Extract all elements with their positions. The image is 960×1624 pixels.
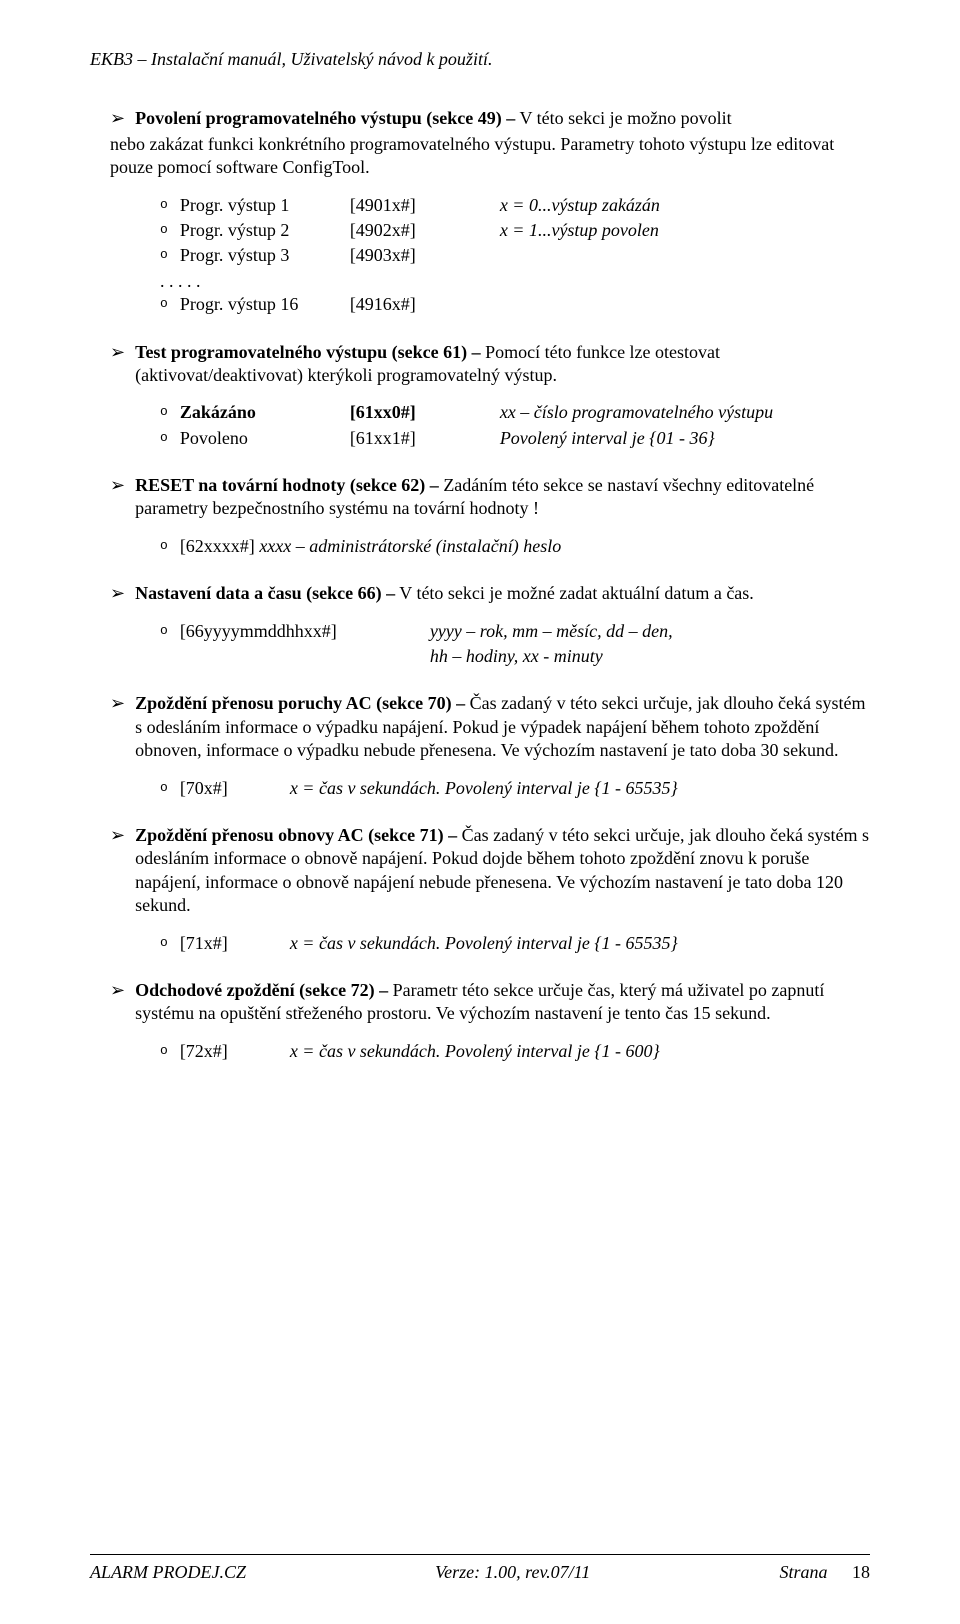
cell: yyyy – rok, mm – měsíc, dd – den, xyxy=(430,620,870,643)
section-body: V této sekci je možno povolit xyxy=(519,108,731,128)
circle-icon: o xyxy=(160,1040,168,1060)
page-footer: ALARM PRODEJ.CZ Verze: 1.00, rev.07/11 S… xyxy=(90,1554,870,1584)
circle-icon: o xyxy=(160,293,168,313)
cell: [70x#] xyxy=(180,777,290,800)
cell: Povoleno xyxy=(180,427,350,450)
circle-icon: o xyxy=(160,777,168,797)
footer-center: Verze: 1.00, rev.07/11 xyxy=(435,1561,590,1584)
section-title: Test programovatelného výstupu (sekce 61… xyxy=(135,342,481,362)
cell: [61xx1#] xyxy=(350,427,500,450)
cell: Povolený interval je {01 - 36} xyxy=(500,427,870,450)
cell: [62xxxx#] xyxy=(180,535,255,558)
cell: xx – číslo programovatelného výstupu xyxy=(500,401,870,424)
section-66: ➢ Nastavení data a času (sekce 66) – V t… xyxy=(90,582,870,668)
section-body: V této sekci je možné zadat aktuální dat… xyxy=(399,583,754,603)
cell: hh – hodiny, xx - minuty xyxy=(430,645,870,668)
cell: xxxx – administrátorské (instalační) hes… xyxy=(259,535,561,558)
document-page: EKB3 – Instalační manuál, Uživatelský ná… xyxy=(0,0,960,1624)
list-item: o Progr. výstup 16 [4916x#] xyxy=(160,293,870,316)
section-71: ➢ Zpoždění přenosu obnovy AC (sekce 71) … xyxy=(90,824,870,955)
page-header: EKB3 – Instalační manuál, Uživatelský ná… xyxy=(90,48,870,71)
sub-list: o Progr. výstup 1 [4901x#] x = 0...výstu… xyxy=(160,194,870,317)
cell: Zakázáno xyxy=(180,401,350,424)
section-title: Odchodové zpoždění (sekce 72) – xyxy=(135,980,388,1000)
sub-list: o [66yyyymmddhhxx#] yyyy – rok, mm – měs… xyxy=(160,620,870,669)
arrow-icon: ➢ xyxy=(110,474,125,497)
arrow-icon: ➢ xyxy=(110,107,125,130)
arrow-icon: ➢ xyxy=(110,341,125,364)
sub-list: o [62xxxx#] xxxx – administrátorské (ins… xyxy=(160,535,870,558)
cell: x = čas v sekundách. Povolený interval j… xyxy=(290,932,870,955)
section-62: ➢ RESET na tovární hodnoty (sekce 62) – … xyxy=(90,474,870,558)
section-title: RESET na tovární hodnoty (sekce 62) – xyxy=(135,475,439,495)
cell: x = čas v sekundách. Povolený interval j… xyxy=(290,777,870,800)
cell: Progr. výstup 1 xyxy=(180,194,350,217)
list-item: o [70x#] x = čas v sekundách. Povolený i… xyxy=(160,777,870,800)
circle-icon: o xyxy=(160,535,168,555)
cell: [66yyyymmddhhxx#] xyxy=(180,620,430,643)
section-title: Povolení programovatelného výstupu (sekc… xyxy=(135,108,515,128)
footer-right-label: Strana xyxy=(779,1562,827,1582)
section-title: Zpoždění přenosu poruchy AC (sekce 70) – xyxy=(135,693,465,713)
cell: [4901x#] xyxy=(350,194,500,217)
sub-list: o [71x#] x = čas v sekundách. Povolený i… xyxy=(160,932,870,955)
circle-icon: o xyxy=(160,401,168,421)
list-item: o hh – hodiny, xx - minuty xyxy=(160,645,870,668)
arrow-icon: ➢ xyxy=(110,979,125,1002)
arrow-icon: ➢ xyxy=(110,824,125,847)
section-title: Zpoždění přenosu obnovy AC (sekce 71) – xyxy=(135,825,457,845)
page-number: 18 xyxy=(852,1562,870,1582)
list-item: o Povoleno [61xx1#] Povolený interval je… xyxy=(160,427,870,450)
list-item: o Zakázáno [61xx0#] xx – číslo programov… xyxy=(160,401,870,424)
cell: Progr. výstup 2 xyxy=(180,219,350,242)
list-item: o [62xxxx#] xxxx – administrátorské (ins… xyxy=(160,535,870,558)
list-item: o Progr. výstup 2 [4902x#] x = 1...výstu… xyxy=(160,219,870,242)
cell: [4902x#] xyxy=(350,219,500,242)
section-title: Nastavení data a času (sekce 66) – xyxy=(135,583,395,603)
list-item: o Progr. výstup 3 [4903x#] xyxy=(160,244,870,267)
footer-left: ALARM PRODEJ.CZ xyxy=(90,1561,246,1584)
section-72: ➢ Odchodové zpoždění (sekce 72) – Parame… xyxy=(90,979,870,1063)
circle-icon: o xyxy=(160,219,168,239)
cell: x = čas v sekundách. Povolený interval j… xyxy=(290,1040,870,1063)
footer-right: Strana 18 xyxy=(779,1561,870,1584)
section-49: ➢ Povolení programovatelného výstupu (se… xyxy=(90,107,870,316)
section-body-cont: nebo zakázat funkci konkrétního programo… xyxy=(110,133,870,180)
arrow-icon: ➢ xyxy=(110,692,125,715)
cell: [71x#] xyxy=(180,932,290,955)
circle-icon: o xyxy=(160,427,168,447)
list-item: o [72x#] x = čas v sekundách. Povolený i… xyxy=(160,1040,870,1063)
list-item: o Progr. výstup 1 [4901x#] x = 0...výstu… xyxy=(160,194,870,217)
list-item: o [66yyyymmddhhxx#] yyyy – rok, mm – měs… xyxy=(160,620,870,643)
cell: Progr. výstup 3 xyxy=(180,244,350,267)
cell: [4916x#] xyxy=(350,293,500,316)
circle-icon: o xyxy=(160,244,168,264)
sub-list: o Zakázáno [61xx0#] xx – číslo programov… xyxy=(160,401,870,450)
section-61: ➢ Test programovatelného výstupu (sekce … xyxy=(90,341,870,451)
section-70: ➢ Zpoždění přenosu poruchy AC (sekce 70)… xyxy=(90,692,870,800)
ellipsis: . . . . . xyxy=(160,270,870,293)
cell: [72x#] xyxy=(180,1040,290,1063)
circle-icon: o xyxy=(160,932,168,952)
cell: x = 1...výstup povolen xyxy=(500,219,870,242)
sub-list: o [72x#] x = čas v sekundách. Povolený i… xyxy=(160,1040,870,1063)
sub-list: o [70x#] x = čas v sekundách. Povolený i… xyxy=(160,777,870,800)
circle-icon: o xyxy=(160,620,168,640)
cell: [61xx0#] xyxy=(350,401,500,424)
cell: x = 0...výstup zakázán xyxy=(500,194,870,217)
arrow-icon: ➢ xyxy=(110,582,125,605)
cell: [4903x#] xyxy=(350,244,500,267)
cell: Progr. výstup 16 xyxy=(180,293,350,316)
list-item: o [71x#] x = čas v sekundách. Povolený i… xyxy=(160,932,870,955)
circle-icon: o xyxy=(160,194,168,214)
